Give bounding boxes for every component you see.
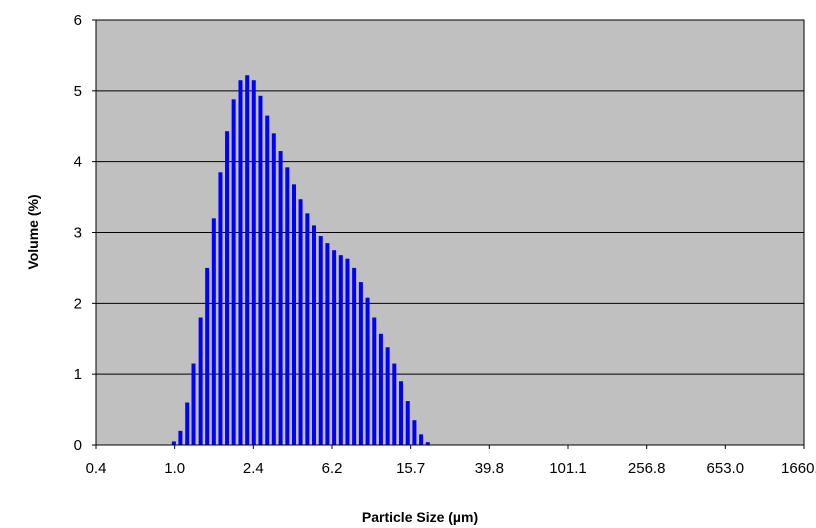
bar — [425, 442, 430, 445]
bar — [225, 131, 230, 446]
bar — [278, 151, 283, 445]
bar — [238, 80, 243, 445]
bar — [265, 115, 270, 445]
bar — [298, 199, 303, 445]
bar — [178, 430, 183, 445]
y-tick-label: 0 — [74, 437, 82, 454]
bar — [419, 434, 424, 445]
bar — [318, 236, 323, 445]
bar — [218, 172, 223, 445]
y-tick-label: 6 — [74, 12, 82, 29]
bar — [305, 213, 310, 445]
x-tick-label: 101.1 — [549, 460, 587, 477]
x-axis-ticks: 0.4 1.0 2.4 6.2 15.7 39.8 101.1 256.8 653.0 1660.… — [86, 445, 816, 477]
bar — [198, 317, 203, 445]
bar — [378, 333, 383, 445]
bar — [185, 402, 190, 445]
x-tick-label: 1.0 — [164, 460, 185, 477]
bars — [171, 75, 430, 446]
y-tick-label: 3 — [74, 225, 82, 242]
x-tick-label: 2.4 — [243, 460, 264, 477]
bar — [211, 218, 216, 445]
x-tick-label: 6.2 — [322, 460, 343, 477]
bar — [332, 250, 337, 445]
bar — [372, 317, 377, 445]
bar — [271, 133, 276, 446]
bar — [231, 99, 236, 445]
bar — [385, 347, 390, 445]
x-tick-label: 256.8 — [628, 460, 666, 477]
x-tick-label: 0.4 — [86, 460, 107, 477]
bar — [392, 363, 397, 445]
bar — [258, 95, 263, 446]
y-axis-title: Volume (%) — [25, 194, 41, 269]
bar — [171, 441, 176, 445]
y-tick-label: 2 — [74, 295, 82, 312]
x-tick-label: 653.0 — [707, 460, 745, 477]
x-axis-title: Particle Size (µm) — [362, 509, 478, 525]
bar — [251, 80, 256, 445]
y-tick-label: 5 — [74, 83, 82, 100]
bar — [311, 225, 316, 445]
bar — [352, 267, 357, 445]
y-tick-label: 1 — [74, 366, 82, 383]
bar — [325, 243, 330, 445]
y-tick-label: 4 — [74, 154, 82, 171]
bar — [405, 401, 410, 445]
x-tick-label: 1660.0 — [781, 460, 816, 477]
bar — [399, 381, 404, 445]
bar — [191, 363, 196, 445]
y-axis-ticks: 0 1 2 3 4 5 6 — [74, 12, 96, 454]
bar — [291, 184, 296, 446]
x-tick-label: 15.7 — [396, 460, 425, 477]
bar — [412, 420, 417, 445]
bar — [245, 75, 250, 445]
bar — [285, 167, 290, 446]
bar — [358, 282, 363, 445]
bar — [338, 255, 343, 445]
x-tick-label: 39.8 — [475, 460, 504, 477]
bar — [205, 267, 210, 445]
bar — [345, 258, 350, 445]
bar — [365, 297, 370, 445]
